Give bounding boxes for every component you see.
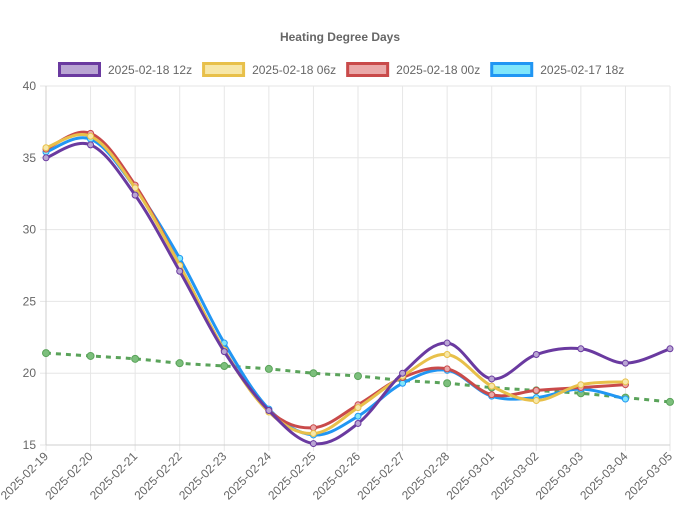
- data-point[interactable]: [87, 132, 95, 140]
- data-point[interactable]: [577, 381, 585, 389]
- data-point[interactable]: [220, 362, 229, 371]
- data-point[interactable]: [309, 369, 318, 378]
- data-point[interactable]: [532, 386, 540, 394]
- data-point[interactable]: [42, 154, 50, 162]
- y-tick-label: 40: [23, 79, 37, 93]
- series-2025-02-18-00z: [42, 129, 629, 432]
- series-line: [45, 141, 671, 446]
- data-point[interactable]: [131, 184, 139, 192]
- data-point[interactable]: [488, 375, 496, 383]
- series-line: [45, 133, 626, 436]
- data-point[interactable]: [42, 349, 50, 358]
- data-point[interactable]: [354, 412, 362, 420]
- y-tick-label: 25: [23, 294, 37, 308]
- data-point[interactable]: [354, 372, 362, 381]
- legend-label: 2025-02-18 00z: [396, 63, 480, 77]
- data-point[interactable]: [264, 364, 273, 373]
- series-layer: [42, 129, 674, 448]
- data-point[interactable]: [399, 369, 407, 377]
- legend-label: 2025-02-17 18z: [540, 63, 624, 77]
- data-point[interactable]: [42, 144, 50, 152]
- series-normal: [42, 349, 674, 406]
- data-point[interactable]: [131, 354, 140, 363]
- chart-title: Heating Degree Days: [280, 30, 400, 44]
- data-point[interactable]: [532, 351, 540, 359]
- data-point[interactable]: [443, 379, 452, 388]
- data-point[interactable]: [443, 365, 451, 373]
- data-point[interactable]: [666, 345, 674, 353]
- legend-item[interactable]: 2025-02-18 12z: [58, 62, 193, 77]
- grid: [45, 85, 671, 446]
- data-point[interactable]: [532, 396, 540, 404]
- x-tick-label: 2025-03-05: [622, 449, 676, 503]
- data-point[interactable]: [621, 395, 629, 403]
- data-point[interactable]: [354, 419, 362, 427]
- legend-item[interactable]: 2025-02-17 18z: [490, 62, 625, 77]
- legend-swatch: [346, 62, 390, 77]
- data-point[interactable]: [354, 404, 362, 412]
- data-point[interactable]: [87, 141, 95, 149]
- y-tick-label: 30: [23, 223, 37, 237]
- data-point[interactable]: [488, 391, 496, 399]
- data-point[interactable]: [621, 359, 629, 367]
- data-point[interactable]: [443, 339, 451, 347]
- legend-item[interactable]: 2025-02-18 00z: [346, 62, 481, 77]
- legend-swatch: [202, 62, 246, 77]
- data-point[interactable]: [309, 440, 317, 448]
- data-point[interactable]: [399, 379, 407, 387]
- data-point[interactable]: [175, 359, 184, 368]
- data-point[interactable]: [265, 407, 273, 415]
- y-tick-label: 35: [23, 151, 37, 165]
- data-point[interactable]: [309, 430, 317, 438]
- legend-swatch: [58, 62, 101, 77]
- series-2025-02-18-12z: [42, 141, 674, 448]
- data-point[interactable]: [666, 397, 674, 406]
- data-point[interactable]: [309, 424, 317, 432]
- data-point[interactable]: [86, 351, 95, 360]
- data-point[interactable]: [176, 267, 184, 275]
- legend-label: 2025-02-18 12z: [108, 63, 192, 77]
- data-point[interactable]: [131, 191, 139, 199]
- y-tick-label: 20: [23, 366, 37, 380]
- data-point[interactable]: [488, 382, 496, 390]
- series-line: [45, 130, 626, 430]
- legend[interactable]: 2025-02-18 12z 2025-02-18 06z 2025-02-18 0…: [58, 62, 625, 77]
- data-point[interactable]: [621, 378, 629, 386]
- data-point[interactable]: [220, 348, 228, 356]
- data-point[interactable]: [577, 345, 585, 353]
- legend-label: 2025-02-18 06z: [252, 63, 336, 77]
- legend-swatch: [490, 62, 534, 77]
- legend-item[interactable]: 2025-02-18 06z: [202, 62, 337, 77]
- y-tick-label: 15: [23, 438, 37, 452]
- data-point[interactable]: [443, 351, 451, 359]
